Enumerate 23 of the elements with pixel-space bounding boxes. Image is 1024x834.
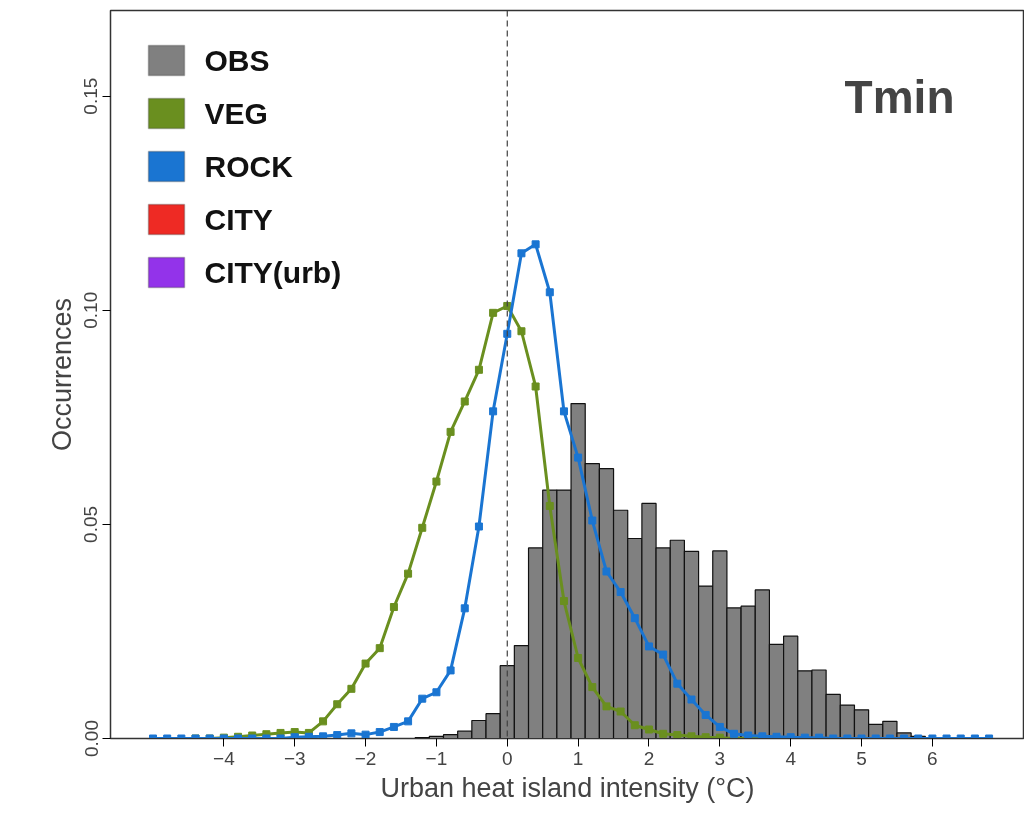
legend-label: VEG: [204, 97, 268, 130]
x-axis-title: Urban heat island intensity (°C): [380, 772, 755, 803]
x-tick-label: 1: [572, 747, 584, 769]
y-tick-label: 0.05: [80, 505, 102, 543]
x-tick-label: −1: [425, 747, 448, 769]
legend-label: OBS: [204, 44, 270, 77]
y-tick-label: 0.10: [80, 291, 102, 329]
legend-label: CITY(urb): [204, 256, 342, 289]
legend-label: CITY: [204, 203, 273, 236]
annotation: Tmin: [844, 70, 955, 123]
x-tick-label: −3: [283, 747, 306, 769]
x-tick-label: 0: [501, 747, 513, 769]
x-tick-label: 4: [785, 747, 797, 769]
x-tick-label: −2: [354, 747, 377, 769]
y-axis-title: Occurrences: [46, 297, 77, 452]
x-tick-label: −4: [213, 747, 236, 769]
y-tick-label: 0.15: [80, 77, 102, 115]
legend-label: ROCK: [204, 150, 294, 183]
x-tick-label: 2: [643, 747, 655, 769]
x-tick-label: 6: [927, 747, 938, 769]
x-tick-label: 3: [714, 747, 726, 769]
x-tick-label: 5: [856, 747, 867, 769]
y-tick-label: 0.00: [80, 720, 102, 757]
